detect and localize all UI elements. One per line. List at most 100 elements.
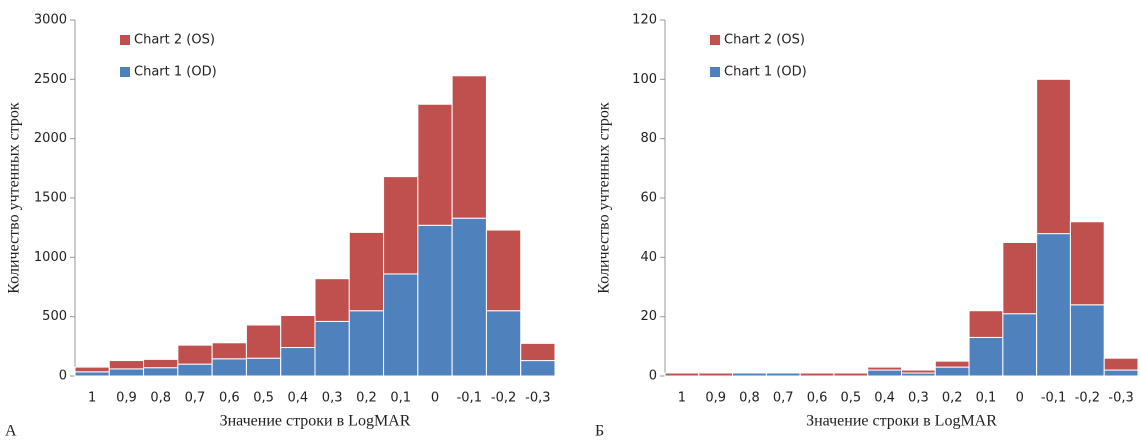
bar-segment	[1103, 357, 1139, 371]
x-tick-label: 1	[678, 391, 686, 406]
x-tick-label: 0,6	[219, 391, 240, 406]
y-tick-label: 1000	[34, 250, 67, 265]
bar-segment	[1103, 369, 1139, 377]
panel-label: А	[5, 423, 17, 440]
y-tick-label: 0	[649, 369, 657, 384]
bar-segment	[934, 360, 970, 368]
x-tick-label: 0,8	[150, 391, 171, 406]
bar-segment	[799, 372, 835, 377]
x-tick-label: -0,1	[457, 391, 482, 406]
bar-segment	[451, 217, 487, 377]
panel-label: Б	[595, 423, 604, 440]
bar-segment	[314, 320, 350, 377]
x-tick-label: 1	[88, 391, 96, 406]
y-tick-label: 0	[59, 369, 67, 384]
x-tick-label: -0,3	[1108, 391, 1133, 406]
x-tick-label: 0,9	[116, 391, 137, 406]
x-tick-label: 0,2	[942, 391, 963, 406]
bar-segment	[1069, 221, 1105, 306]
bar-segment	[867, 366, 903, 371]
x-tick-label: 0	[431, 391, 439, 406]
bar-segment	[732, 372, 767, 377]
y-tick-label: 2500	[34, 72, 67, 87]
bar-segment	[143, 358, 179, 369]
x-tick-label: 0,5	[840, 391, 861, 406]
x-tick-label: 0,1	[390, 391, 411, 406]
x-tick-label: 0,4	[288, 391, 309, 406]
x-tick-label: 0,4	[874, 391, 895, 406]
bar-segment	[901, 369, 936, 374]
bar-segment	[968, 336, 1004, 377]
y-tick-label: 1500	[34, 191, 67, 206]
bar-segment	[143, 367, 179, 377]
legend-swatch	[120, 35, 130, 45]
legend-label: Chart 1 (OD)	[134, 65, 217, 80]
bar-segment	[211, 358, 247, 377]
bar-segment	[280, 314, 316, 349]
bar-segment	[74, 371, 110, 377]
bar-segment	[1069, 304, 1105, 377]
bar-segment	[245, 357, 282, 377]
legend-label: Chart 1 (OD)	[724, 65, 807, 80]
bar-segment	[417, 103, 453, 226]
x-tick-label: 0,3	[322, 391, 343, 406]
y-tick-label: 80	[640, 131, 657, 146]
bar-segment	[1036, 78, 1071, 235]
legend-label: Chart 2 (OS)	[724, 33, 805, 48]
bar-segment	[108, 368, 145, 377]
x-axis-title: Значение строки в LogMAR	[806, 413, 997, 430]
x-tick-label: 0	[1016, 391, 1024, 406]
y-tick-label: 2000	[34, 131, 67, 146]
y-axis-title: Количество учтенных строк	[6, 102, 23, 294]
bar-segment	[417, 224, 453, 377]
x-tick-label: 0,5	[253, 391, 274, 406]
y-tick-label: 40	[640, 250, 657, 265]
bar-segment	[451, 75, 487, 219]
x-tick-label: -0,2	[491, 391, 516, 406]
bar-segment	[245, 324, 282, 359]
bar-segment	[108, 360, 145, 370]
x-tick-label: -0,1	[1041, 391, 1066, 406]
x-axis-title: Значение строки в LogMAR	[220, 413, 411, 430]
x-tick-label: 0,6	[807, 391, 828, 406]
bar-segment	[383, 176, 419, 275]
bar-segment	[177, 344, 213, 365]
bar-segment	[1002, 242, 1038, 315]
legend-swatch	[710, 35, 720, 45]
bar-segment	[314, 278, 350, 322]
y-tick-label: 20	[640, 309, 657, 324]
bar-segment	[348, 231, 385, 312]
bar-segment	[698, 372, 734, 377]
x-tick-label: 0,1	[976, 391, 997, 406]
bar-segment	[1036, 233, 1071, 377]
legend-label: Chart 2 (OS)	[134, 33, 215, 48]
y-tick-label: 500	[42, 309, 67, 324]
bar-segment	[520, 360, 556, 377]
bar-segment	[348, 310, 385, 377]
y-tick-label: 3000	[34, 13, 67, 28]
bar-segment	[177, 363, 213, 377]
y-tick-label: 60	[640, 191, 657, 206]
bar-segment	[383, 273, 419, 377]
y-axis-title: Количество учтенных строк	[596, 102, 613, 294]
x-tick-label: 0,3	[908, 391, 929, 406]
legend-swatch	[710, 67, 720, 77]
bar-segment	[867, 369, 903, 377]
x-tick-label: -0,2	[1075, 391, 1100, 406]
bar-segment	[211, 342, 247, 360]
bar-segment	[664, 372, 700, 377]
x-tick-label: 0,8	[739, 391, 760, 406]
x-tick-label: 0,2	[356, 391, 377, 406]
bar-segment	[765, 372, 801, 377]
legend-swatch	[120, 67, 130, 77]
x-tick-label: 0,7	[773, 391, 794, 406]
bar-segment	[485, 310, 522, 377]
y-tick-label: 120	[632, 13, 657, 28]
x-tick-label: -0,3	[525, 391, 550, 406]
bar-segment	[968, 310, 1004, 338]
bar-segment	[280, 347, 316, 377]
bar-segment	[934, 366, 970, 377]
y-tick-label: 100	[632, 72, 657, 87]
x-tick-label: 0,7	[185, 391, 206, 406]
